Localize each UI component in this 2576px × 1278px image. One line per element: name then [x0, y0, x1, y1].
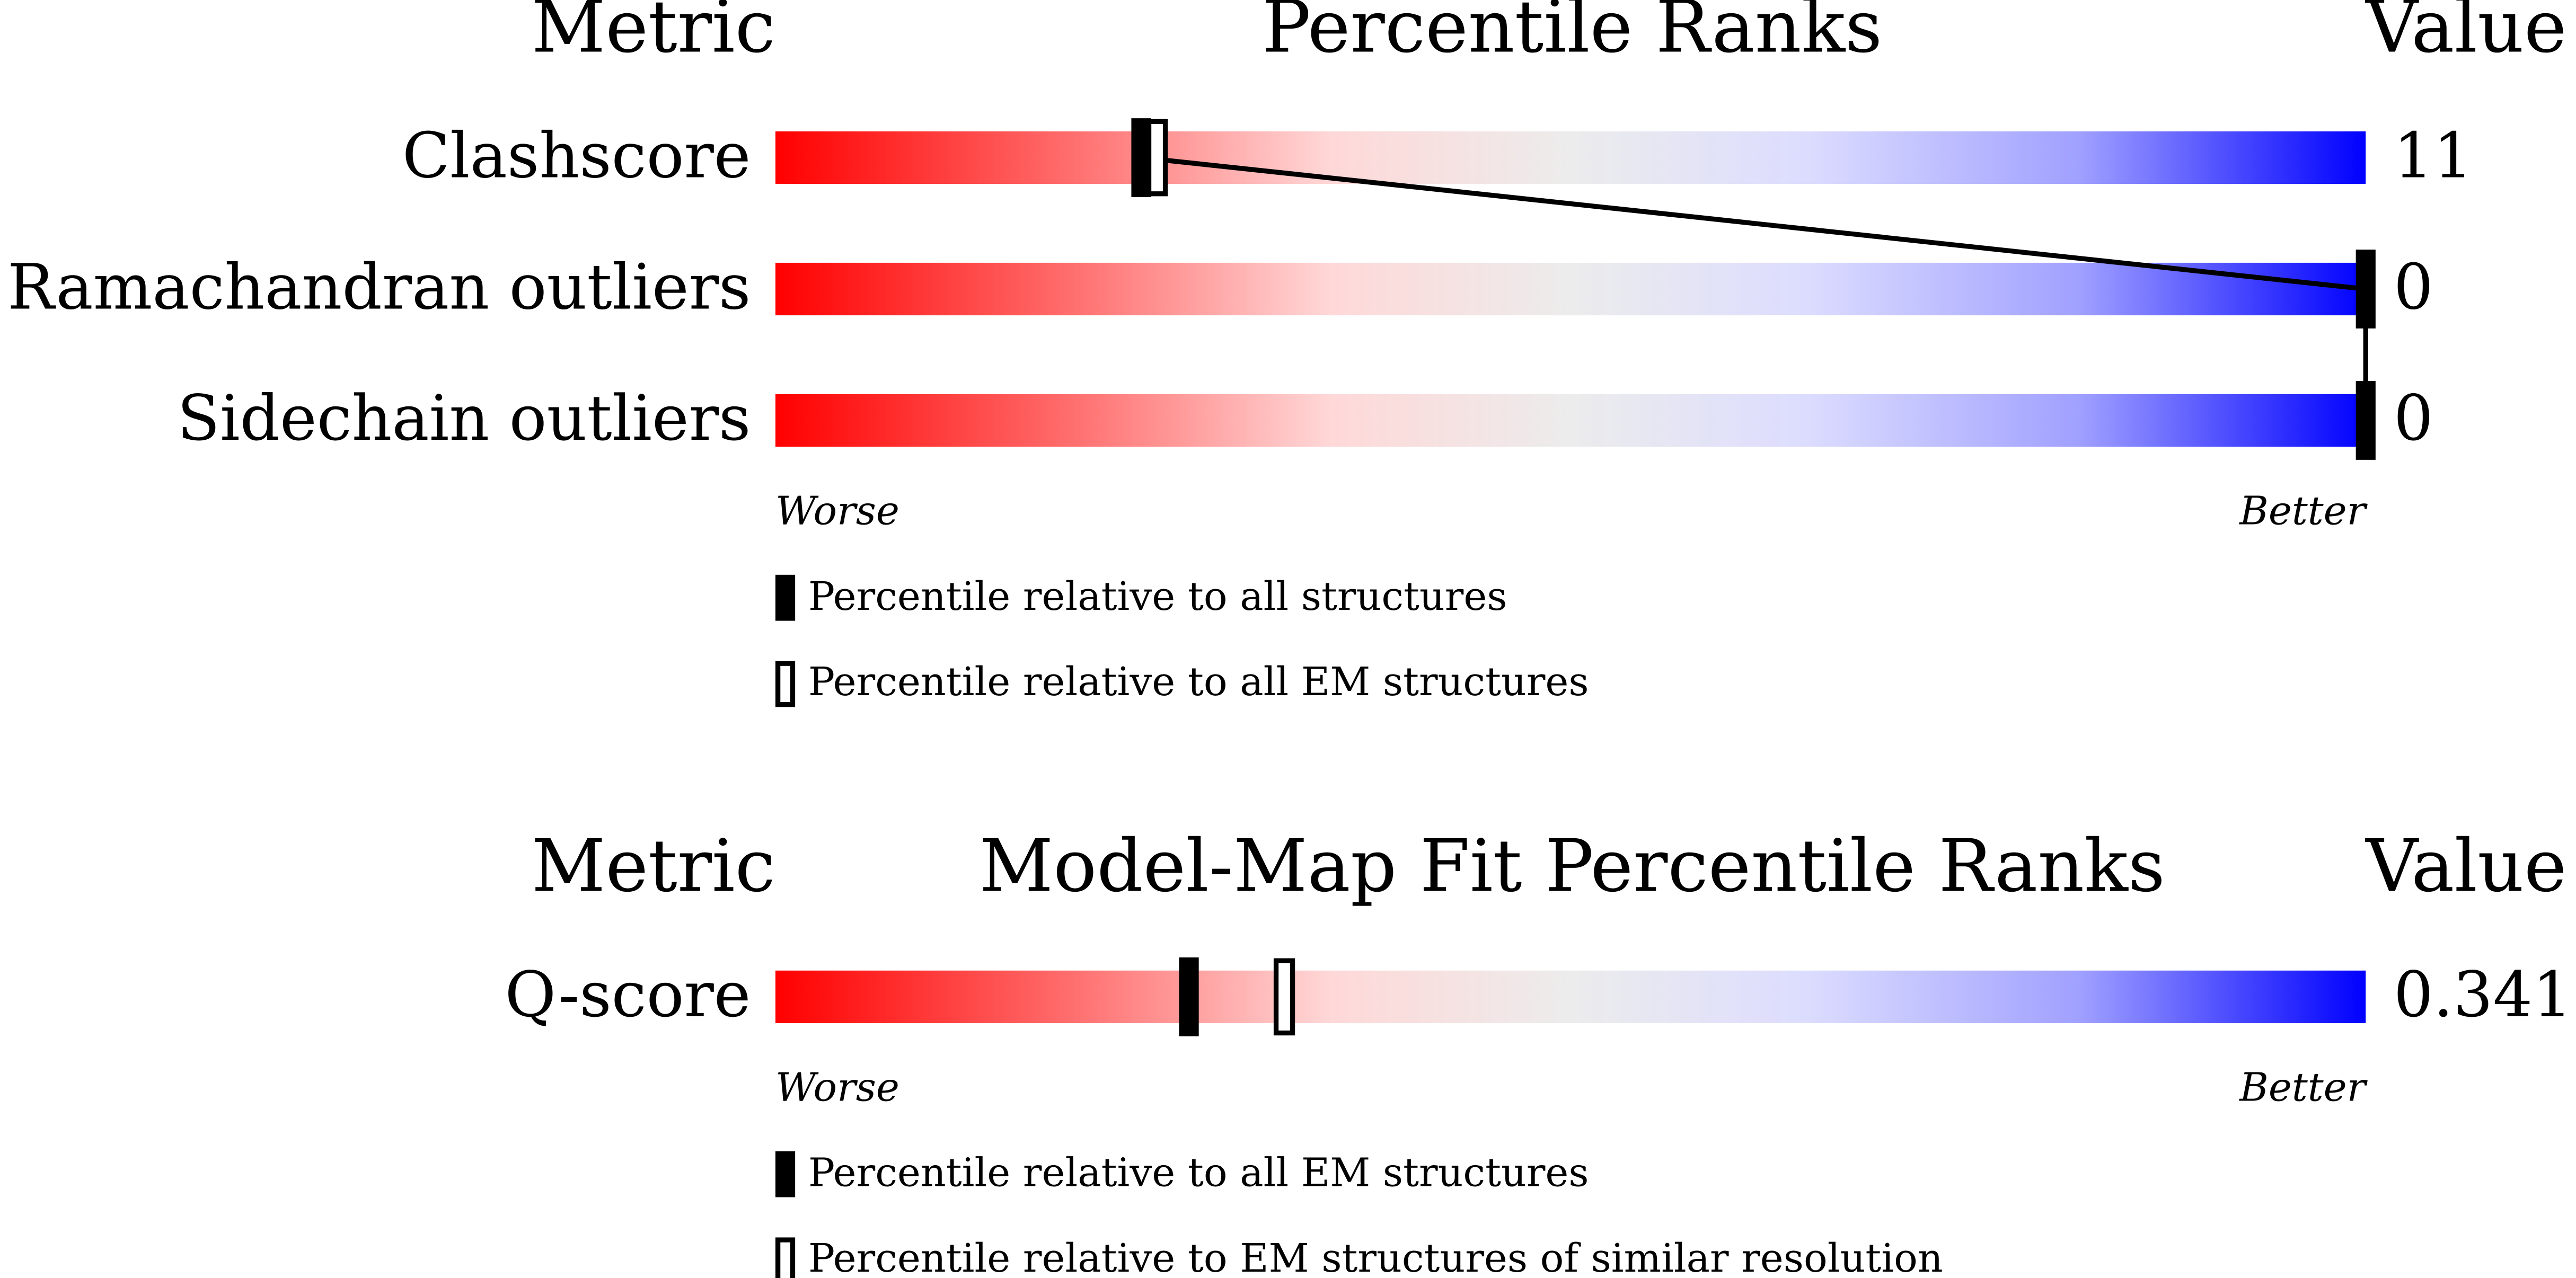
legend-text: Percentile relative to all structures: [808, 573, 1507, 619]
gradient-bar: [775, 262, 2366, 316]
better-label: Better: [2238, 488, 2368, 534]
header-value: Value: [2365, 0, 2566, 69]
metric-label: Ramachandran outliers: [7, 251, 751, 323]
header-metric: Metric: [532, 824, 775, 908]
metric-label: Sidechain outliers: [177, 382, 751, 455]
metric-value: 0.341: [2394, 958, 2572, 1031]
gradient-bar: [775, 970, 2366, 1023]
legend-text: Percentile relative to EM structures of …: [808, 1235, 1943, 1278]
metric-value: 0: [2394, 382, 2433, 455]
worse-label: Worse: [775, 488, 899, 534]
marker-filled: [1179, 957, 1199, 1036]
legend-text: Percentile relative to all EM structures: [808, 659, 1589, 705]
marker-filled: [1131, 118, 1151, 197]
gradient-bar: [775, 131, 2366, 184]
legend-swatch-filled: [775, 574, 796, 621]
header-metric: Metric: [532, 0, 775, 69]
marker-open: [1146, 119, 1168, 197]
metric-value: 11: [2394, 119, 2473, 192]
metric-value: 0: [2394, 251, 2433, 323]
legend-swatch-filled: [775, 1151, 796, 1197]
legend-swatch-open: [775, 661, 796, 707]
marker-open: [1273, 958, 1295, 1036]
legend-swatch-open: [775, 1237, 796, 1278]
gradient-bar: [775, 394, 2366, 447]
legend-text: Percentile relative to all EM structures: [808, 1150, 1589, 1196]
metric-label: Clashscore: [402, 119, 751, 192]
better-label: Better: [2238, 1064, 2368, 1110]
marker-filled: [2356, 250, 2376, 329]
marker-filled: [2356, 381, 2376, 460]
header-title: Model-Map Fit Percentile Ranks: [980, 824, 2165, 908]
header-value: Value: [2365, 824, 2566, 908]
metric-label: Q-score: [505, 958, 751, 1031]
worse-label: Worse: [775, 1064, 899, 1110]
header-title: Percentile Ranks: [1262, 0, 1882, 69]
